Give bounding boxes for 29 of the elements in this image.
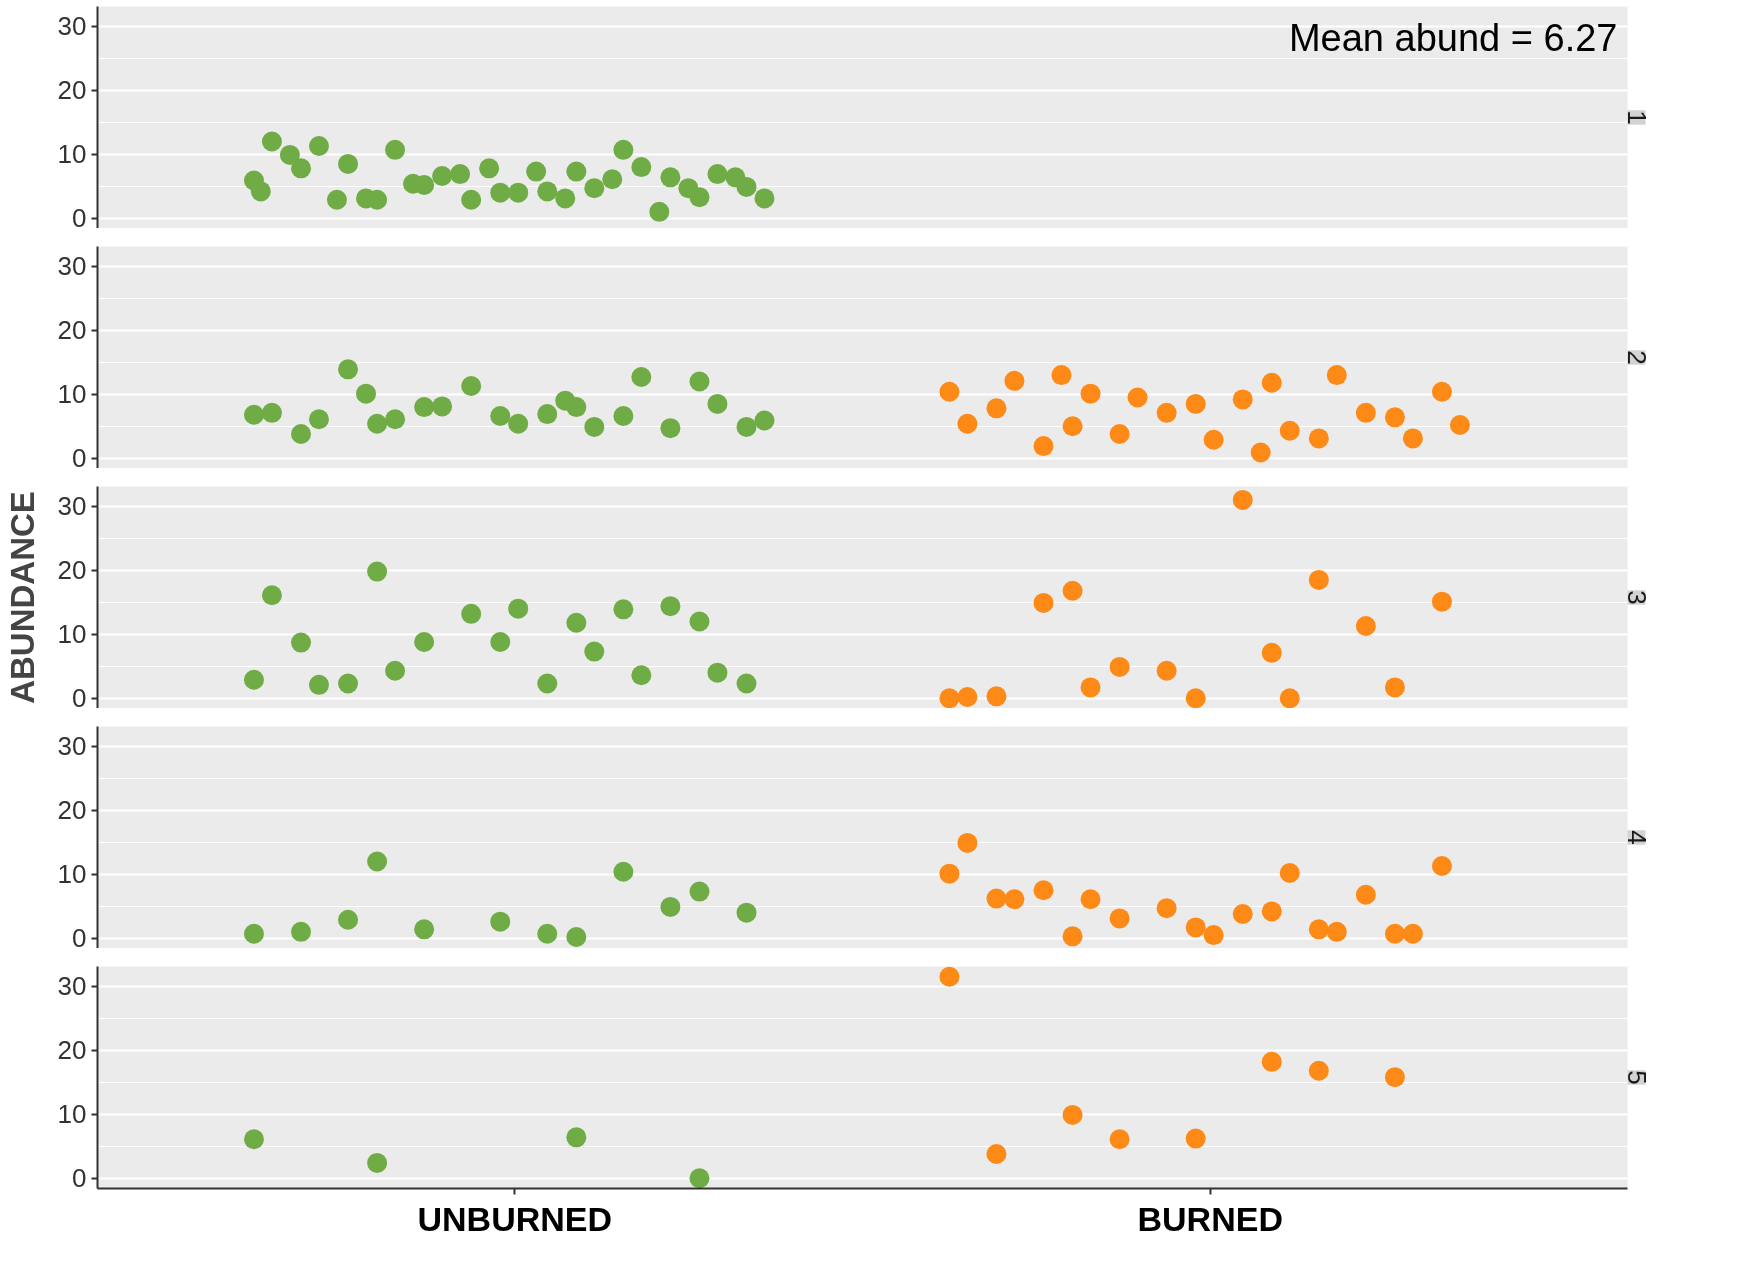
annotation: Mean abund = 6.27 [1288, 16, 1618, 59]
y-tick-label: 30 [57, 971, 87, 1002]
y-tick-label: 10 [57, 139, 87, 170]
y-tick-label: 0 [72, 683, 87, 714]
y-tick-label: 30 [57, 251, 87, 282]
text: 4 [1621, 830, 1652, 845]
text: 3 [1621, 590, 1652, 605]
y-axis-title: ABUNDANCE [3, 491, 41, 704]
y-tick-label: 30 [57, 491, 87, 522]
y-tick-label: 10 [57, 619, 87, 650]
y-tick-label: 10 [57, 379, 87, 410]
text: 5 [1621, 1070, 1652, 1085]
text: 2 [1621, 350, 1652, 365]
y-tick-label: 0 [72, 923, 87, 954]
x-tick-label: UNBURNED [417, 1199, 613, 1238]
y-tick-label: 30 [57, 11, 87, 42]
y-tick-label: 0 [72, 203, 87, 234]
text: 1 [1621, 110, 1652, 125]
y-tick-label: 10 [57, 859, 87, 890]
y-tick-label: 10 [57, 1099, 87, 1130]
y-tick-label: 30 [57, 731, 87, 762]
y-tick-label: 20 [57, 315, 87, 346]
y-tick-label: 20 [57, 1035, 87, 1066]
y-tick-label: 20 [57, 795, 87, 826]
y-tick-label: 20 [57, 555, 87, 586]
y-tick-label: 0 [72, 443, 87, 474]
x-tick-label: BURNED [1137, 1199, 1283, 1238]
y-tick-label: 20 [57, 75, 87, 106]
y-tick-label: 0 [72, 1163, 87, 1194]
